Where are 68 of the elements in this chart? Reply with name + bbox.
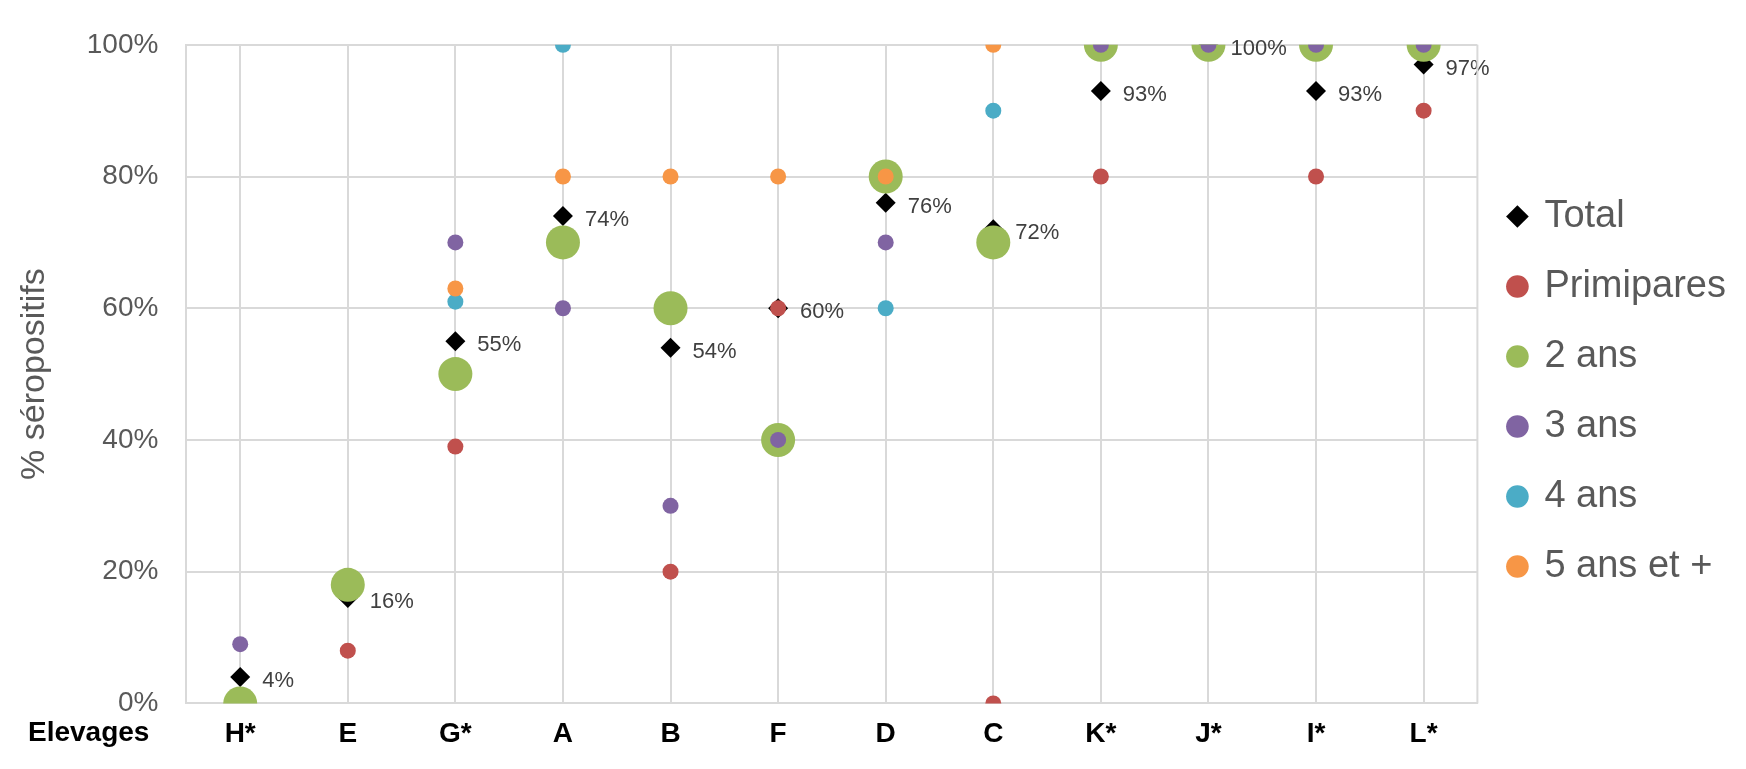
y-axis-title: % séropositifs [12, 268, 51, 480]
y-tick-label: 0% [117, 686, 159, 718]
point [1092, 168, 1109, 185]
point [445, 331, 466, 352]
data-label: 93% [1122, 80, 1167, 106]
data-label: 74% [584, 206, 629, 232]
x-tick-label: J* [1195, 716, 1222, 748]
point [230, 667, 251, 688]
y-tick-label: 60% [102, 290, 159, 322]
data-label: 76% [907, 192, 952, 218]
legend-label: 4 ans [1544, 472, 1638, 515]
x-tick-label: C [983, 716, 1004, 748]
point [1090, 80, 1111, 101]
x-tick-label: E [338, 716, 358, 748]
x-tick-label: H* [224, 716, 256, 748]
point [554, 300, 571, 317]
point [447, 293, 464, 310]
point [662, 497, 679, 514]
point [1415, 102, 1432, 119]
x-tick-label: D [875, 716, 896, 748]
x-tick-label: L* [1409, 716, 1438, 748]
data-label: 60% [800, 298, 845, 324]
x-tick-label: I* [1306, 716, 1326, 748]
point [339, 642, 356, 659]
x-tick-label: K* [1085, 716, 1117, 748]
y-tick-label: 40% [102, 422, 159, 454]
point [877, 300, 894, 317]
point [232, 636, 249, 653]
legend-label: 2 ans [1544, 332, 1638, 375]
point [662, 168, 679, 185]
point [653, 291, 688, 326]
point [554, 168, 571, 185]
point [552, 206, 573, 227]
y-tick-label: 80% [102, 159, 159, 191]
y-tick-label: 20% [102, 554, 159, 586]
point [438, 357, 473, 392]
x-tick-label: B [660, 716, 681, 748]
point [770, 168, 787, 185]
point [662, 563, 679, 580]
point [545, 225, 580, 260]
point [1308, 168, 1325, 185]
data-label: 54% [692, 337, 737, 363]
data-label: 72% [1015, 219, 1060, 245]
point [875, 192, 896, 213]
data-label: 55% [477, 331, 522, 357]
point [447, 234, 464, 251]
point [447, 280, 464, 297]
x-tick-label: A [552, 716, 574, 748]
data-label: 97% [1445, 54, 1490, 80]
y-tick-label: 100% [86, 27, 159, 59]
point [1306, 80, 1327, 101]
x-tick-label: G* [439, 716, 472, 748]
data-label: 100% [1230, 34, 1287, 60]
point [976, 225, 1011, 260]
x-tick-label: F [769, 716, 787, 748]
data-label: 93% [1338, 80, 1383, 106]
data-label: 16% [369, 588, 414, 614]
point [447, 438, 464, 455]
legend-label: 5 ans et + [1544, 542, 1713, 585]
point [985, 102, 1002, 119]
point [330, 567, 365, 602]
point [660, 337, 681, 358]
x-axis-title: Elevages [28, 716, 150, 748]
legend-label: 3 ans [1544, 402, 1638, 445]
data-label: 4% [262, 667, 294, 693]
legend-label: Total [1544, 192, 1625, 235]
point [877, 234, 894, 251]
legend-label: Primipares [1544, 262, 1727, 305]
